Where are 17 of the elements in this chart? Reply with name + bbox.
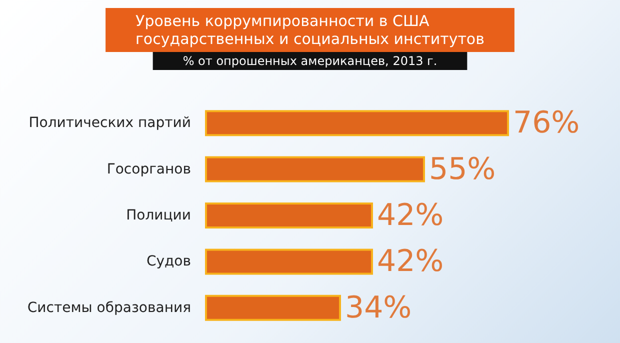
data-label: 55% xyxy=(429,152,496,187)
bar xyxy=(205,294,341,321)
y-tick-label: Судов xyxy=(146,254,191,270)
bar xyxy=(205,202,373,228)
chart-subtitle: % от опрошенных американцев, 2013 г. xyxy=(182,54,438,68)
data-label: 34% xyxy=(345,290,412,326)
chart-title: Уровень коррумпированности в США государственных и социальных институтов xyxy=(136,12,484,48)
data-label: 42% xyxy=(377,244,444,280)
y-tick-label: Госорганов xyxy=(106,161,191,178)
data-label: 76% xyxy=(513,106,580,141)
y-tick-label: Системы образования xyxy=(27,300,191,316)
bar xyxy=(205,110,509,136)
bar xyxy=(205,156,425,182)
data-label: 42% xyxy=(377,198,444,233)
y-tick-label: Полиции xyxy=(126,208,191,224)
y-tick-label: Политических партий xyxy=(28,115,191,132)
bar xyxy=(205,248,373,275)
